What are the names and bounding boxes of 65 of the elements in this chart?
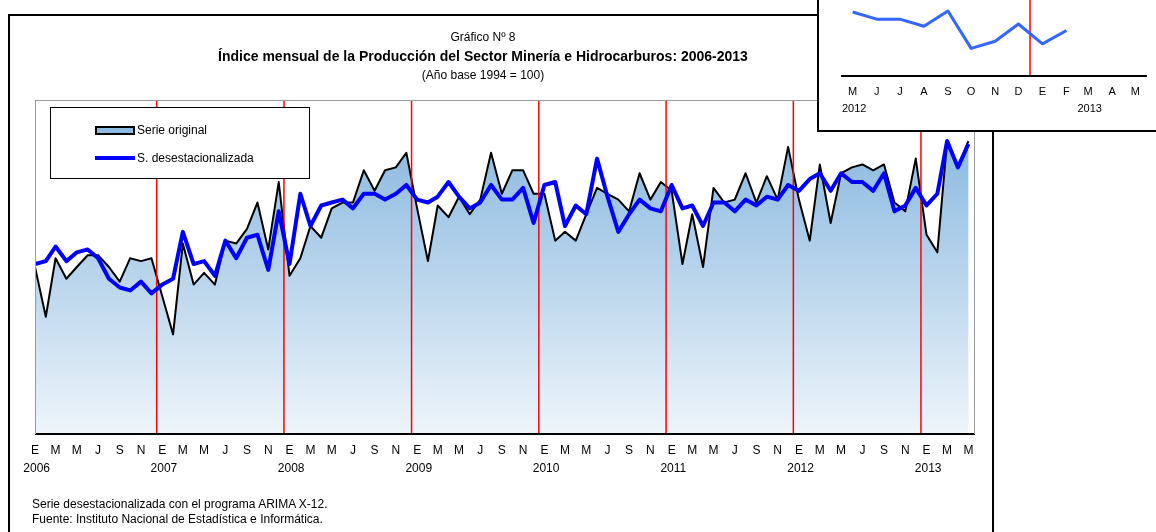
x-tick-label: E 2010	[529, 443, 560, 475]
x-tick-label: S	[115, 443, 124, 457]
x-tick-label: J	[859, 443, 866, 457]
x-tick-label: S	[497, 443, 506, 457]
x-tick-label: S	[752, 443, 761, 457]
legend-label: Serie original	[137, 123, 208, 137]
x-tick-label: M	[453, 443, 464, 457]
x-tick-label: M	[687, 443, 698, 457]
x-tick-label: N	[518, 443, 528, 457]
x-tick-label: M	[708, 443, 719, 457]
x-tick-label: N	[391, 443, 401, 457]
x-tick-label: S	[879, 443, 889, 457]
x-tick-label: S	[242, 443, 251, 457]
x-tick-label: N	[900, 443, 910, 457]
x-tick-label: M	[836, 443, 847, 457]
x-tick-label: E 2011	[657, 443, 687, 475]
x-tick-label: M 2012	[838, 85, 867, 114]
text: Serie desestacionalizada con el programa ARIMA X-12.	[32, 497, 328, 512]
x-tick-label: E 2012	[783, 443, 815, 475]
x-tick-label: F	[1063, 85, 1071, 97]
x-tick-label: J	[604, 443, 611, 457]
x-tick-label: E 2013	[911, 443, 942, 475]
x-tick-label: M	[177, 443, 188, 457]
x-tick-label: N	[263, 443, 273, 457]
x-tick-label: N	[136, 443, 146, 457]
legend-label: S. desestacionalizada	[137, 151, 254, 165]
x-tick-label: A	[920, 85, 929, 97]
x-tick-label: J	[349, 443, 356, 457]
x-tick-label: J	[222, 443, 229, 457]
x-tick-label: M	[814, 443, 825, 457]
x-tick-label: S	[370, 443, 379, 457]
x-tick-label: M	[305, 443, 316, 457]
x-tick-label: J	[873, 85, 880, 97]
x-tick-label: J	[731, 443, 738, 457]
x-tick-label: M	[559, 443, 570, 457]
x-tick-label: M	[326, 443, 337, 457]
x-tick-label: O	[966, 85, 976, 97]
x-tick-label: M	[942, 443, 953, 457]
x-tick-label: E 2007	[147, 443, 178, 475]
x-tick-label: M	[1130, 85, 1140, 97]
x-tick-label: M 2013	[1074, 85, 1102, 114]
x-tick-label: M	[432, 443, 443, 457]
x-tick-label: M	[581, 443, 592, 457]
source-note: Fuente: Instituto Nacional de Estadística e Informática.	[32, 512, 324, 527]
x-tick-label: M	[199, 443, 210, 457]
x-tick-label: M	[71, 443, 82, 457]
x-tick-label: J	[95, 443, 102, 457]
x-tick-label: J	[897, 85, 903, 97]
x-tick-label: N	[646, 443, 655, 457]
x-tick-label: E 2009	[402, 443, 433, 475]
x-tick-label: D	[1014, 85, 1023, 97]
x-tick-label: S	[625, 443, 634, 457]
x-tick-label: N	[991, 85, 1000, 97]
x-tick-label: J	[477, 443, 484, 457]
x-tick-label: M	[50, 443, 61, 457]
x-tick-label: A	[1108, 85, 1117, 97]
chart-subtitle: (Año base 1994 = 100)	[420, 68, 546, 82]
x-tick-label: E 2006	[19, 443, 51, 475]
x-tick-label: N	[773, 443, 782, 457]
x-tick-label: S	[944, 85, 952, 97]
text: Gráfico Nº 8	[449, 30, 517, 44]
x-tick-label: E 2008	[274, 443, 305, 475]
x-tick-label: E	[1038, 85, 1047, 97]
chart-title: Índice mensual de la Producción del Sector Minería e Hidrocarburos: 2006-2013	[217, 48, 749, 64]
x-tick-label: M	[963, 443, 974, 457]
